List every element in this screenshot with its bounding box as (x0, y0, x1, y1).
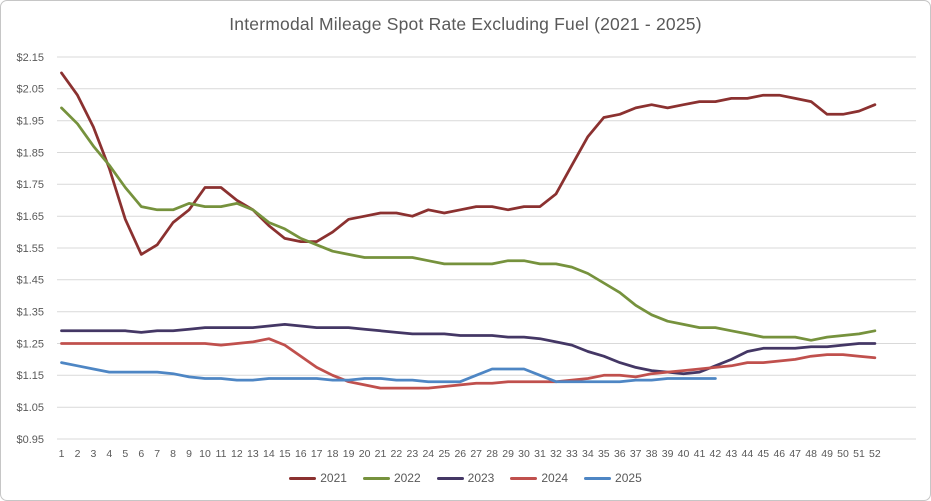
x-tick-label: 24 (422, 448, 434, 460)
y-tick-label: $1.25 (16, 338, 44, 350)
legend-label: 2023 (467, 471, 495, 485)
legend-swatch-icon (362, 476, 390, 480)
legend-label: 2022 (393, 471, 421, 485)
x-tick-label: 42 (710, 448, 722, 460)
y-tick-label: $1.55 (16, 243, 44, 255)
x-tick-label: 49 (821, 448, 833, 460)
x-tick-label: 11 (216, 448, 227, 460)
x-tick-label: 40 (678, 448, 690, 460)
x-tick-label: 45 (757, 448, 769, 460)
x-axis-labels: 1 2 3 4 5 6 7 8 9 10 11 12 13 14 15 16 17 18 19 20 21 22 23 24 2… (59, 448, 881, 460)
x-tick-label: 6 (138, 448, 144, 460)
x-tick-label: 25 (438, 448, 450, 460)
x-tick-label: 47 (789, 448, 801, 460)
x-tick-label: 21 (375, 448, 387, 460)
legend-item-2021: 2021 (289, 471, 347, 485)
y-tick-label: $0.95 (16, 434, 44, 446)
legend-swatch-icon (510, 476, 538, 480)
x-tick-label: 15 (279, 448, 291, 460)
x-tick-label: 12 (231, 448, 243, 460)
legend-label: 2025 (615, 471, 642, 485)
x-tick-label: 4 (106, 448, 112, 460)
x-tick-label: 36 (614, 448, 626, 460)
x-tick-label: 14 (263, 448, 275, 460)
legend-item-2022: 2022 (362, 471, 421, 485)
gridlines (57, 56, 916, 440)
x-tick-label: 1 (59, 448, 65, 460)
x-tick-label: 51 (853, 448, 865, 460)
x-tick-label: 32 (550, 448, 562, 460)
legend-label: 2021 (320, 471, 347, 485)
y-tick-label: $1.35 (16, 307, 44, 319)
x-tick-label: 19 (343, 448, 355, 460)
x-tick-label: 23 (407, 448, 419, 460)
chart-legend: 2021 2022 2023 2024 2025 (1, 471, 930, 485)
x-tick-label: 37 (630, 448, 642, 460)
x-tick-label: 5 (122, 448, 128, 460)
x-tick-label: 8 (170, 448, 176, 460)
y-tick-label: $1.85 (16, 147, 44, 159)
x-tick-label: 27 (470, 448, 482, 460)
x-tick-label: 28 (486, 448, 498, 460)
x-tick-label: 44 (742, 448, 754, 460)
x-tick-label: 30 (518, 448, 530, 460)
legend-swatch-icon (584, 476, 612, 480)
series-lines (60, 71, 877, 390)
legend-swatch-icon (436, 476, 464, 480)
y-tick-label: $1.15 (16, 370, 44, 382)
x-tick-label: 33 (566, 448, 578, 460)
legend-label: 2024 (541, 471, 569, 485)
x-tick-label: 29 (502, 448, 514, 460)
y-tick-label: $1.05 (16, 402, 44, 414)
x-tick-label: 34 (582, 448, 594, 460)
y-tick-label: $2.05 (16, 84, 44, 96)
x-tick-label: 43 (726, 448, 738, 460)
chart-title: Intermodal Mileage Spot Rate Excluding F… (229, 14, 702, 34)
series-line-2024 (60, 337, 877, 390)
x-tick-label: 13 (247, 448, 259, 460)
series-line-2021 (60, 71, 877, 256)
y-tick-label: $1.45 (16, 275, 44, 287)
y-tick-label: $1.75 (16, 179, 44, 191)
x-tick-label: 52 (869, 448, 881, 460)
x-tick-label: 9 (186, 448, 192, 460)
x-tick-label: 20 (359, 448, 371, 460)
x-tick-label: 48 (805, 448, 817, 460)
series-line-2022 (60, 106, 877, 342)
x-tick-label: 26 (454, 448, 466, 460)
x-tick-label: 2 (75, 448, 81, 460)
y-axis-labels: $0.95 $1.05 $1.15 $1.25 $1.35 $1.45 $1.55 $1.65… (16, 52, 44, 446)
x-tick-label: 18 (327, 448, 339, 460)
x-tick-label: 10 (199, 448, 211, 460)
x-tick-label: 31 (534, 448, 546, 460)
x-tick-label: 35 (598, 448, 610, 460)
x-tick-label: 16 (295, 448, 307, 460)
legend-item-2023: 2023 (436, 471, 495, 485)
x-tick-label: 3 (90, 448, 96, 460)
legend-item-2025: 2025 (584, 471, 642, 485)
x-tick-label: 38 (646, 448, 658, 460)
x-tick-label: 17 (311, 448, 323, 460)
x-tick-label: 39 (662, 448, 674, 460)
x-tick-label: 7 (154, 448, 160, 460)
y-tick-label: $1.95 (16, 116, 44, 128)
legend-swatch-icon (289, 476, 317, 480)
x-tick-label: 22 (391, 448, 403, 460)
legend-item-2024: 2024 (510, 471, 568, 485)
x-tick-label: 41 (694, 448, 706, 460)
y-tick-label: $2.15 (16, 52, 44, 64)
y-tick-label: $1.65 (16, 211, 44, 223)
series-line-2025 (60, 361, 717, 384)
series-line-2023 (60, 323, 877, 376)
x-tick-label: 46 (773, 448, 785, 460)
x-tick-label: 50 (837, 448, 849, 460)
